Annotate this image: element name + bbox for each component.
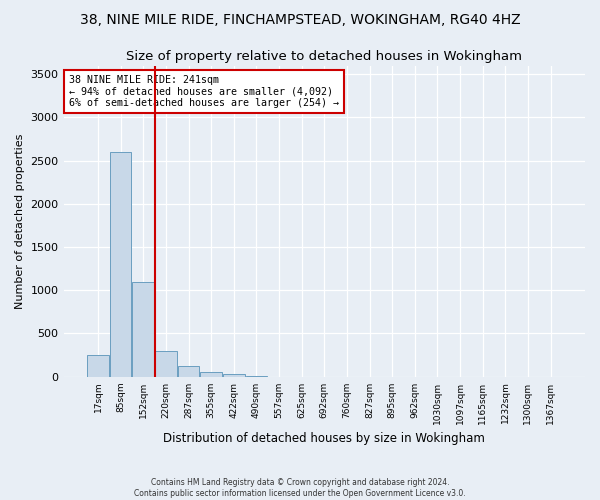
Bar (110, 152, 131, 376)
Text: Contains HM Land Registry data © Crown copyright and database right 2024.
Contai: Contains HM Land Registry data © Crown c… (134, 478, 466, 498)
Bar (155, 351, 176, 376)
Text: 38, NINE MILE RIDE, FINCHAMPSTEAD, WOKINGHAM, RG40 4HZ: 38, NINE MILE RIDE, FINCHAMPSTEAD, WOKIN… (80, 12, 520, 26)
Text: 38 NINE MILE RIDE: 241sqm
← 94% of detached houses are smaller (4,092)
6% of sem: 38 NINE MILE RIDE: 241sqm ← 94% of detac… (69, 75, 339, 108)
Y-axis label: Number of detached properties: Number of detached properties (15, 134, 25, 309)
Title: Size of property relative to detached houses in Wokingham: Size of property relative to detached ho… (126, 50, 522, 63)
Bar (200, 372, 222, 376)
Bar (178, 366, 199, 376)
X-axis label: Distribution of detached houses by size in Wokingham: Distribution of detached houses by size … (163, 432, 485, 445)
Bar (223, 374, 245, 376)
Bar (87, 355, 109, 376)
Bar (133, 282, 154, 376)
